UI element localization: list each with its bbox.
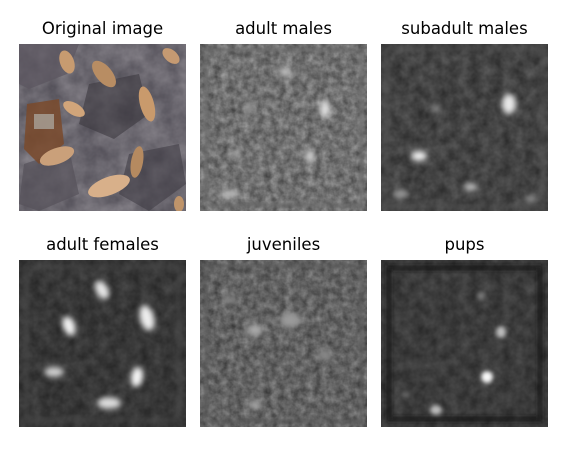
panel-title: Original image (19, 15, 186, 43)
panel-juveniles: juveniles (200, 231, 367, 427)
heatmap-juveniles (200, 260, 367, 427)
heatmap-pups (381, 260, 548, 427)
panel-pups: pups (381, 231, 548, 427)
panel-title: subadult males (381, 15, 548, 43)
heatmap-adult-males (200, 44, 367, 211)
panel-subadult-males: subadult males (381, 15, 548, 211)
panel-adult-females: adult females (19, 231, 186, 427)
panel-title: adult males (200, 15, 367, 43)
original-photo (19, 44, 186, 211)
panel-adult-males: adult males (200, 15, 367, 211)
panel-title: adult females (19, 231, 186, 259)
heatmap-subadult-males (381, 44, 548, 211)
panel-title: juveniles (200, 231, 367, 259)
panel-original-image: Original image (19, 15, 186, 211)
heatmap-adult-females (19, 260, 186, 427)
panel-title: pups (381, 231, 548, 259)
